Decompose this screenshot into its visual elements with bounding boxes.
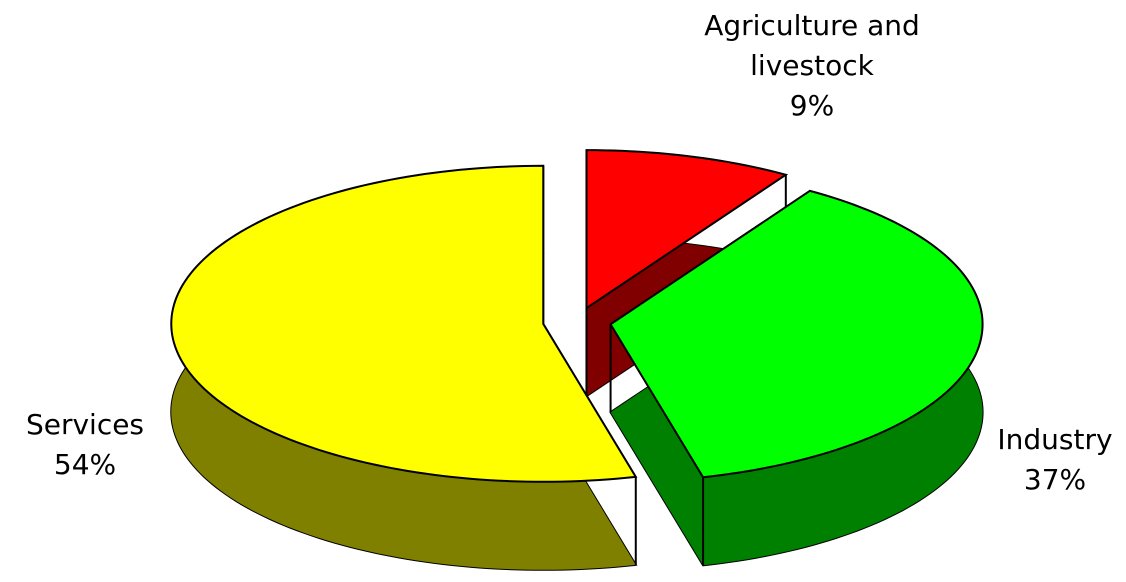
slice <box>170 164 638 571</box>
category-label: Services <box>25 408 145 441</box>
value-label: 37% <box>1023 463 1087 496</box>
slice <box>609 189 984 567</box>
value-label: 9% <box>789 89 835 122</box>
slice-label: Agriculture and livestock 9% <box>680 6 944 126</box>
slice-top <box>170 164 638 483</box>
slice-label: Industry 37% <box>975 420 1126 500</box>
value-label: 54% <box>53 448 117 481</box>
slice-top <box>585 149 789 311</box>
slice-label: Services 54% <box>0 405 170 485</box>
category-label: Agriculture and livestock <box>704 9 920 82</box>
category-label: Industry <box>997 423 1113 456</box>
slice-top <box>609 189 984 479</box>
